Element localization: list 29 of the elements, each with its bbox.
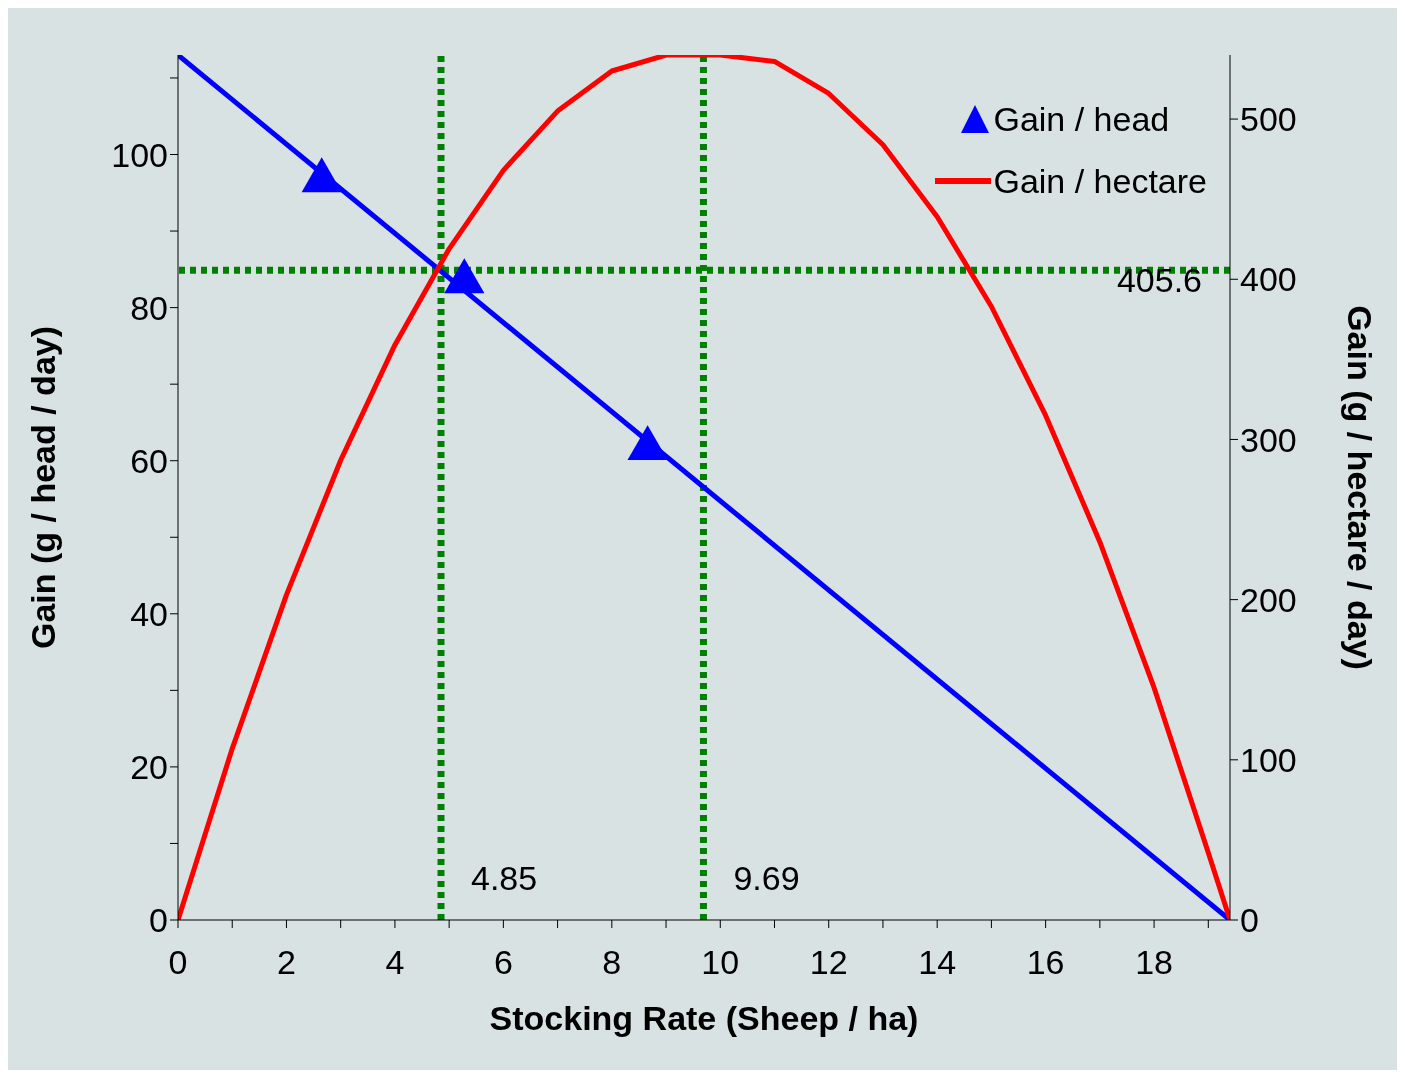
y2-axis-title: Gain (g / hectare / day) bbox=[1340, 305, 1379, 670]
legend-label: Gain / hectare bbox=[993, 161, 1207, 202]
x-tick-label: 18 bbox=[1135, 943, 1173, 982]
y2-tick-label: 500 bbox=[1240, 100, 1297, 139]
y-tick-label: 80 bbox=[130, 288, 168, 327]
x-tick-label: 10 bbox=[701, 943, 740, 982]
x-tick-label: 6 bbox=[493, 943, 513, 982]
ref-line-label: 405.6 bbox=[1116, 261, 1202, 300]
y-tick-label: 0 bbox=[149, 901, 168, 940]
y-tick-label: 20 bbox=[130, 747, 168, 786]
y2-tick-label: 200 bbox=[1240, 580, 1297, 619]
x-axis-title: Stocking Rate (Sheep / ha) bbox=[489, 999, 919, 1037]
x-tick-label: 2 bbox=[276, 943, 296, 982]
ref-line-label: 4.85 bbox=[471, 859, 538, 897]
y-tick-label: 40 bbox=[130, 594, 168, 633]
y-axis-title: Gain (g / head / day) bbox=[24, 325, 63, 650]
x-tick-label: 16 bbox=[1026, 943, 1065, 982]
x-tick-label: 4 bbox=[385, 943, 405, 982]
y-tick-label: 100 bbox=[111, 135, 168, 174]
legend-label: Gain / head bbox=[993, 99, 1170, 140]
y-tick-label: 60 bbox=[130, 441, 168, 480]
y2-tick-label: 400 bbox=[1240, 260, 1297, 299]
x-tick-label: 8 bbox=[602, 943, 622, 982]
ref-line-label: 9.69 bbox=[733, 859, 800, 897]
x-tick-label: 14 bbox=[918, 943, 957, 982]
y2-tick-label: 300 bbox=[1240, 420, 1297, 459]
y2-tick-label: 100 bbox=[1240, 740, 1297, 779]
y2-tick-label: 0 bbox=[1240, 901, 1259, 940]
x-tick-label: 12 bbox=[809, 943, 848, 982]
